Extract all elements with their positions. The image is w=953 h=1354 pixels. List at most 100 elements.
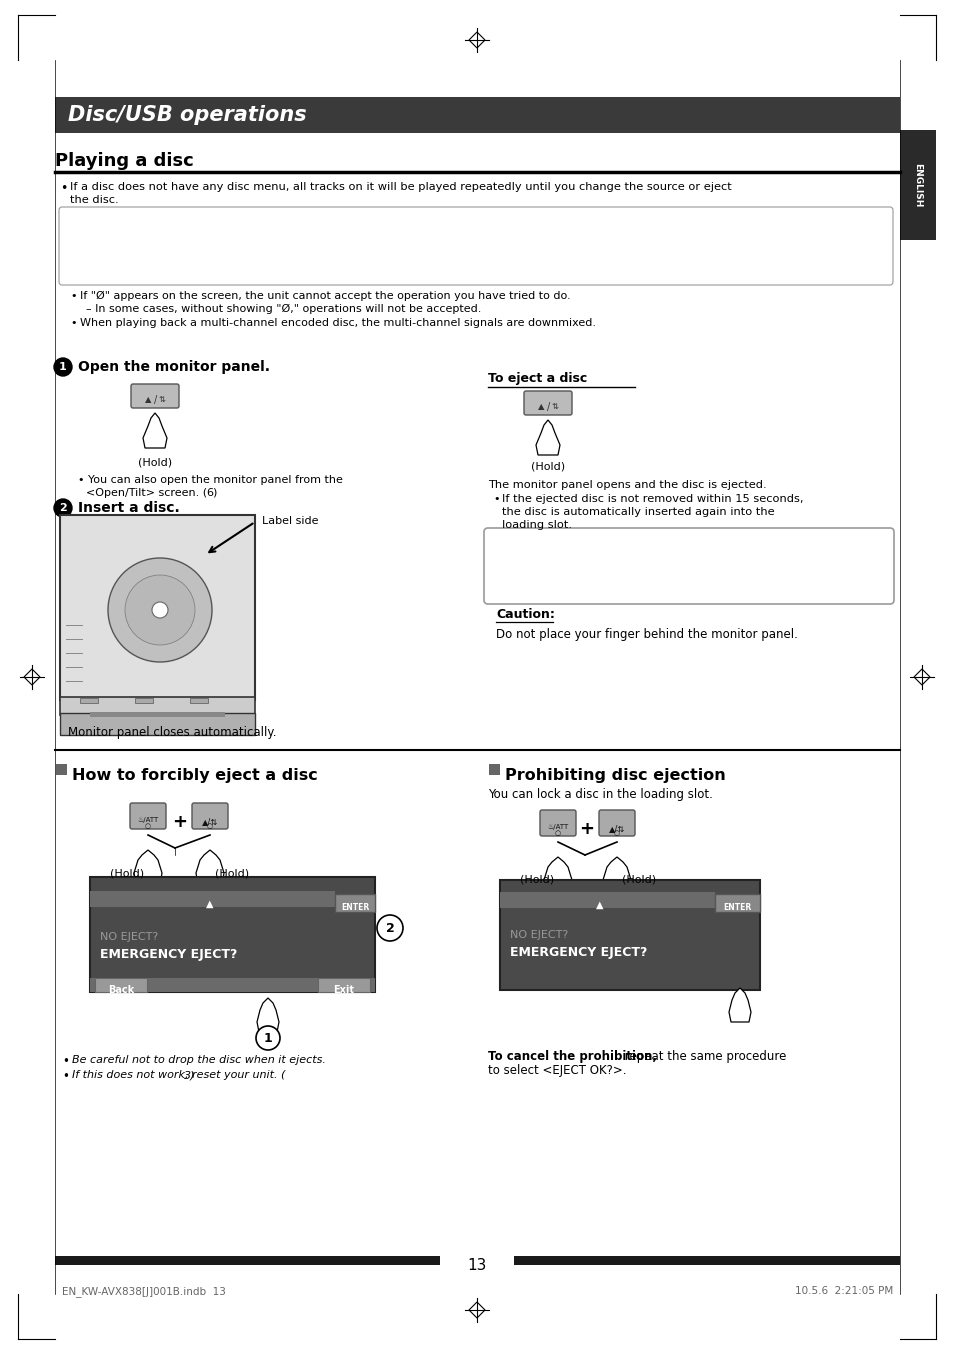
Circle shape	[108, 558, 212, 662]
Bar	[489, 764, 499, 774]
Text: EMERGENCY EJECT?: EMERGENCY EJECT?	[100, 948, 237, 961]
Bar	[499, 880, 760, 990]
Bar	[60, 697, 254, 715]
Text: ○: ○	[207, 823, 213, 829]
Text: ⇅: ⇅	[158, 395, 165, 403]
Text: +: +	[172, 812, 188, 831]
Text: If "Ø" appears on the screen, the unit cannot accept the operation you have trie: If "Ø" appears on the screen, the unit c…	[80, 291, 570, 301]
Bar	[317, 978, 370, 992]
Bar	[60, 714, 254, 735]
Polygon shape	[195, 850, 224, 886]
Text: the disc.: the disc.	[70, 195, 118, 204]
FancyBboxPatch shape	[483, 528, 893, 604]
Circle shape	[125, 575, 194, 645]
Polygon shape	[469, 32, 484, 47]
Circle shape	[255, 1026, 280, 1049]
Bar	[55, 97, 899, 133]
Text: 10.5.6  2:21:05 PM: 10.5.6 2:21:05 PM	[794, 1286, 892, 1296]
FancyBboxPatch shape	[130, 803, 166, 829]
Text: Monitor panel closes automatically.: Monitor panel closes automatically.	[68, 726, 276, 739]
Polygon shape	[143, 413, 167, 448]
Text: •: •	[70, 291, 76, 301]
Text: ▲/⇅: ▲/⇅	[608, 825, 624, 833]
Text: ENTER: ENTER	[340, 903, 369, 913]
Text: loading slot.: loading slot.	[501, 520, 572, 529]
Bar	[899, 130, 935, 240]
Bar	[90, 877, 375, 992]
Text: Exit: Exit	[334, 984, 355, 995]
Polygon shape	[543, 857, 572, 892]
Text: •: •	[62, 1055, 69, 1068]
Text: Label side: Label side	[262, 516, 318, 525]
Text: (Hold): (Hold)	[214, 868, 249, 877]
Text: •: •	[62, 1070, 69, 1083]
Text: How to forcibly eject a disc: How to forcibly eject a disc	[71, 768, 317, 783]
FancyBboxPatch shape	[60, 515, 254, 700]
Bar	[56, 764, 67, 774]
Bar	[514, 1257, 899, 1265]
Text: Playing a disc: Playing a disc	[55, 152, 193, 171]
Text: • You can also open the monitor panel from the: • You can also open the monitor panel fr…	[78, 475, 342, 485]
Text: 3): 3)	[184, 1070, 195, 1080]
Text: ENGLISH: ENGLISH	[913, 162, 922, 207]
Bar	[190, 699, 208, 703]
Text: ▲/⇅: ▲/⇅	[202, 816, 218, 826]
Text: 2: 2	[59, 502, 67, 513]
Text: •: •	[493, 494, 499, 504]
FancyBboxPatch shape	[192, 803, 228, 829]
Text: ▲: ▲	[206, 899, 213, 909]
Bar	[335, 894, 375, 913]
Text: Insert a disc.: Insert a disc.	[78, 501, 179, 515]
Text: EN_KW-AVX838[J]001B.indb  13: EN_KW-AVX838[J]001B.indb 13	[62, 1286, 226, 1297]
Text: ENTER: ENTER	[722, 903, 750, 913]
Text: •: •	[70, 318, 76, 328]
Text: Caution:: Caution:	[496, 608, 555, 621]
FancyBboxPatch shape	[539, 810, 576, 835]
Text: Prohibiting disc ejection: Prohibiting disc ejection	[504, 768, 725, 783]
Text: You can lock a disc in the loading slot.: You can lock a disc in the loading slot.	[488, 788, 712, 802]
Polygon shape	[913, 669, 929, 685]
Text: 2: 2	[385, 922, 394, 934]
Text: 1: 1	[263, 1032, 273, 1044]
Text: (Hold): (Hold)	[110, 868, 144, 877]
Bar	[90, 712, 225, 718]
Text: ▲: ▲	[537, 402, 543, 412]
Polygon shape	[24, 669, 40, 685]
Text: the disc is automatically inserted again into the: the disc is automatically inserted again…	[501, 506, 774, 517]
FancyBboxPatch shape	[59, 207, 892, 284]
Text: If the ejected disc is not removed within 15 seconds,: If the ejected disc is not removed withi…	[501, 494, 802, 504]
Polygon shape	[728, 988, 750, 1022]
Text: ⇅: ⇅	[551, 402, 558, 412]
Text: (Hold): (Hold)	[531, 462, 564, 473]
Bar	[90, 891, 335, 907]
Bar	[714, 894, 760, 913]
Text: To eject a disc: To eject a disc	[488, 372, 587, 385]
Text: •: •	[60, 181, 68, 195]
Polygon shape	[602, 857, 630, 892]
Text: (Hold): (Hold)	[138, 458, 172, 468]
Bar	[95, 978, 147, 992]
Circle shape	[54, 357, 71, 376]
Text: – In some cases, without showing "Ø," operations will not be accepted.: – In some cases, without showing "Ø," op…	[86, 305, 481, 314]
Text: /: /	[547, 402, 550, 412]
Text: ♨/ATT: ♨/ATT	[547, 825, 568, 830]
Text: Open the monitor panel.: Open the monitor panel.	[78, 360, 270, 374]
Bar	[55, 1257, 439, 1265]
Text: EMERGENCY EJECT?: EMERGENCY EJECT?	[510, 946, 647, 959]
Text: NO EJECT?: NO EJECT?	[510, 930, 568, 940]
Bar	[90, 978, 375, 992]
Polygon shape	[256, 998, 278, 1032]
Text: To cancel the prohibition,: To cancel the prohibition,	[488, 1049, 657, 1063]
Text: When playing back a multi-channel encoded disc, the multi-channel signals are do: When playing back a multi-channel encode…	[80, 318, 596, 328]
Bar	[499, 892, 714, 909]
Text: Disc/USB operations: Disc/USB operations	[68, 106, 306, 125]
Text: /: /	[154, 395, 157, 405]
Text: Back: Back	[108, 984, 134, 995]
Polygon shape	[469, 1303, 484, 1317]
Text: to select <EJECT OK?>.: to select <EJECT OK?>.	[488, 1064, 626, 1076]
Text: Be careful not to drop the disc when it ejects.: Be careful not to drop the disc when it …	[71, 1055, 326, 1066]
Text: ▲: ▲	[596, 900, 603, 910]
FancyBboxPatch shape	[598, 810, 635, 835]
Text: ♨/ATT: ♨/ATT	[137, 816, 158, 823]
FancyBboxPatch shape	[523, 391, 572, 414]
